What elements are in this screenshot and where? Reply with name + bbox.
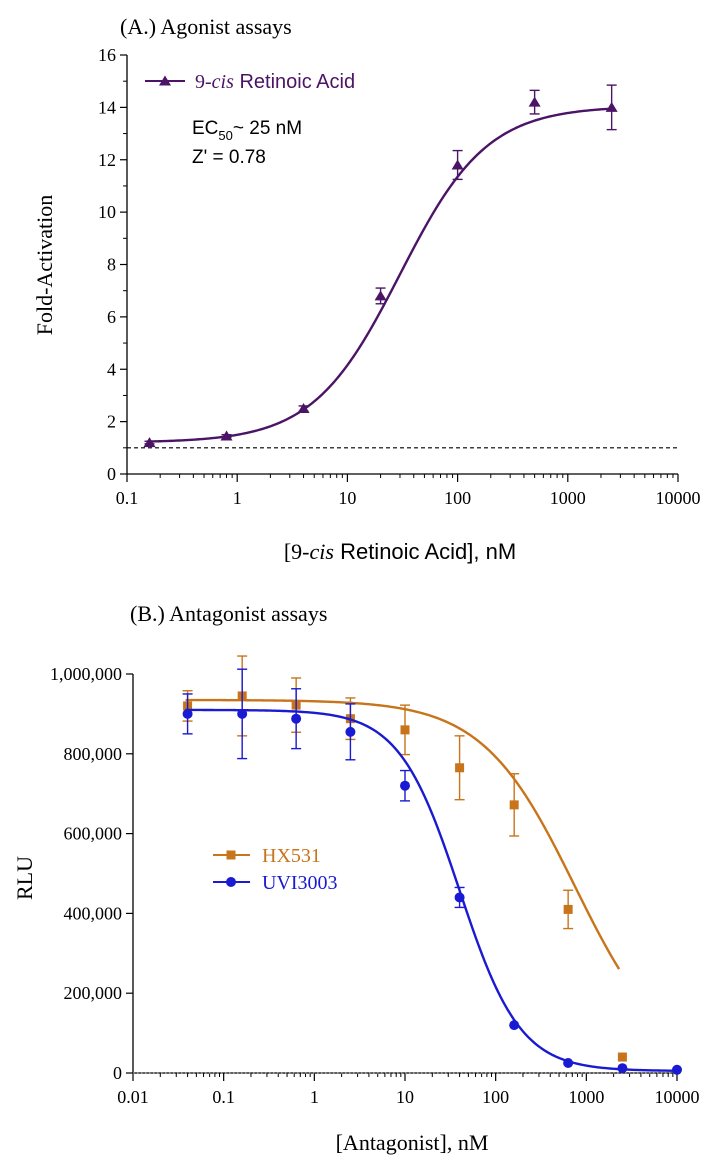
- annotation-ec50-main: EC: [192, 118, 218, 139]
- x-tick-label: 100: [482, 1087, 509, 1107]
- y-tick-label: 16: [98, 45, 116, 65]
- y-tick-label: 8: [107, 255, 116, 275]
- panel-b-x-axis-label: [Antagonist], nM: [336, 1130, 489, 1155]
- panel-a-x-axis-label-part1: [9-: [284, 539, 310, 564]
- data-point: [509, 800, 519, 810]
- data-point: [455, 763, 465, 773]
- data-point: [563, 904, 573, 914]
- panel-a-legend: 9-cis Retinoic Acid: [145, 71, 355, 93]
- x-tick-label: 0.1: [212, 1087, 235, 1107]
- y-tick-label: 800,000: [64, 744, 123, 764]
- series-0: [182, 655, 627, 1062]
- legend-label-italic: cis: [212, 71, 234, 93]
- y-tick-label: 0: [107, 464, 116, 484]
- y-tick-label: 2: [107, 412, 116, 432]
- y-tick-label: 14: [98, 97, 116, 117]
- legend-marker-square: [226, 850, 236, 860]
- legend-label-uvi3003: UVI3003: [262, 872, 338, 894]
- panel-a-x-axis-label-part2: Retinoic Acid], nM: [334, 539, 516, 564]
- panel-a-y-axis-label: Fold-Activation: [32, 195, 57, 336]
- x-tick-label: 10000: [656, 488, 701, 508]
- fit-curve: [185, 698, 621, 970]
- legend-label-hx531: HX531: [262, 845, 321, 867]
- data-point: [451, 159, 464, 170]
- y-tick-label: 200,000: [64, 983, 123, 1003]
- data-point: [291, 713, 302, 724]
- x-tick-label: 10000: [655, 1087, 700, 1107]
- panel-a-x-axis-label-italic: cis: [310, 539, 334, 564]
- y-tick-label: 0: [113, 1063, 122, 1083]
- panel-a-x-axis-label: [9-cis Retinoic Acid], nM: [284, 539, 516, 564]
- panel-b-title: (B.) Antagonist assays: [130, 601, 327, 626]
- panel-b-legend: HX531 UVI3003: [213, 845, 338, 894]
- data-point: [509, 1020, 520, 1031]
- data-point: [672, 1064, 682, 1075]
- x-tick-label: 10: [338, 488, 356, 508]
- data-point: [374, 290, 387, 301]
- legend-marker-triangle: [159, 75, 171, 86]
- data-point: [182, 708, 193, 719]
- annotation-z-prime: Z' = 0.78: [192, 147, 266, 168]
- x-tick-label: 1000: [550, 488, 586, 508]
- y-tick-label: 6: [107, 307, 116, 327]
- y-tick-label: 600,000: [64, 824, 123, 844]
- data-point: [345, 726, 356, 737]
- data-point: [297, 403, 310, 414]
- y-tick-label: 400,000: [64, 903, 123, 923]
- panel-b-y-axis-label: RLU: [12, 856, 37, 900]
- y-tick-label: 1,000,000: [50, 664, 122, 684]
- panel-a-agonist-chart: (A.) Agonist assays Fold-Activation [9-c…: [32, 14, 701, 564]
- y-tick-label: 4: [107, 359, 116, 379]
- x-tick-label: 0.1: [116, 488, 139, 508]
- data-point: [143, 437, 156, 448]
- x-tick-label: 100: [444, 488, 471, 508]
- legend-marker-circle: [226, 877, 236, 887]
- data-point: [220, 430, 233, 441]
- series-0: [143, 84, 618, 448]
- x-tick-label: 10: [396, 1087, 414, 1107]
- x-tick-label: 0.01: [117, 1087, 149, 1107]
- data-point: [617, 1052, 627, 1062]
- data-point: [617, 1063, 628, 1074]
- legend-label-part2: Retinoic Acid: [234, 71, 355, 93]
- y-tick-label: 10: [98, 202, 116, 222]
- panel-b-antagonist-chart: (B.) Antagonist assays RLU [Antagonist],…: [12, 601, 700, 1155]
- legend-label-part1: 9-: [195, 71, 212, 93]
- axes: 0 2 4 6 8 10 12 14 16 0.1 1 10 100 1000 10000: [98, 45, 701, 508]
- x-tick-label: 1: [310, 1087, 319, 1107]
- panel-a-title: (A.) Agonist assays: [120, 14, 292, 39]
- data-point: [528, 96, 541, 107]
- annotation-ec50-value: ~ 25 nM: [233, 118, 302, 139]
- x-tick-label: 1: [233, 488, 242, 508]
- axes: 0 200,000 400,000 600,000 800,000 1,000,000 0.…: [50, 664, 700, 1107]
- data-point: [454, 892, 465, 903]
- data-point: [400, 780, 410, 791]
- data-point: [605, 101, 618, 112]
- legend-label-9cis-retinoic-acid: 9-cis Retinoic Acid: [195, 71, 355, 93]
- annotation-ec50-subscript: 50: [218, 128, 232, 143]
- data-point: [400, 725, 410, 735]
- x-tick-label: 1000: [568, 1087, 604, 1107]
- annotation-ec50: EC50~ 25 nM: [192, 118, 302, 143]
- y-tick-label: 12: [98, 150, 116, 170]
- data-point: [237, 708, 248, 719]
- data-point: [563, 1058, 574, 1069]
- series-1: [182, 668, 682, 1075]
- fit-curve: [185, 708, 678, 1072]
